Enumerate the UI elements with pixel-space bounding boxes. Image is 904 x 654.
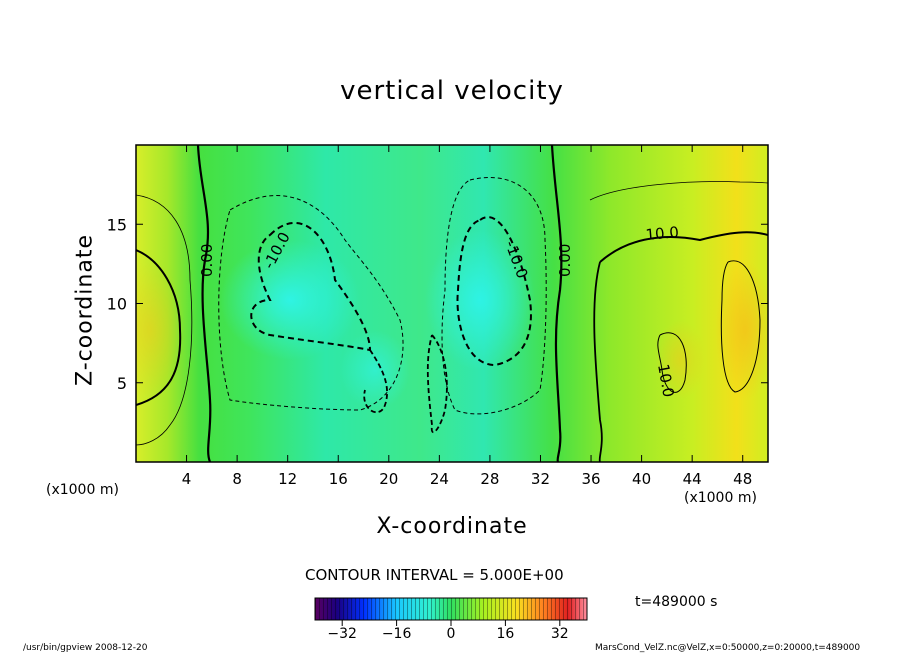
contour-label-4: 10.0 [645,223,680,244]
colorbar-tick-label: −32 [327,626,357,642]
y-tick-label: 5 [117,374,127,393]
contour-label-5: 10.0 [654,363,678,399]
x-unit-right: (x1000 m) [684,490,757,506]
colorbar-tick-label: 16 [496,626,514,642]
x-axis: 4 8 12 16 20 24 28 32 36 40 44 48 [182,145,752,488]
colorbar-ticks: −32 −16 0 16 32 [327,620,569,642]
colorbar-tick-label: −16 [382,626,412,642]
x-tick-label: 48 [733,470,752,488]
contour-interval-text: CONTOUR INTERVAL = 5.000E+00 [305,566,564,584]
x-tick-label: 40 [632,470,651,488]
contour-label-0: 0.00 [198,244,216,277]
x-tick-label: 36 [581,470,600,488]
x-tick-label: 12 [278,470,297,488]
y-tick-label: 15 [107,215,127,234]
x-tick-label: 32 [531,470,550,488]
chart-title: vertical velocity [340,76,564,106]
contour-label-3: 0.00 [556,244,574,277]
x-tick-label: 4 [182,470,192,488]
x-unit-left: (x1000 m) [46,482,119,498]
footer-right: MarsCond_VelZ.nc@VelZ,x=0:50000,z=0:2000… [595,643,861,653]
colorbar-tick-label: 32 [551,626,569,642]
contour-lines [136,145,768,462]
x-axis-label: X-coordinate [376,514,528,539]
y-axis-label: Z-coordinate [72,234,98,386]
heatmap-field [136,145,768,462]
footer-left: /usr/bin/gpview 2008-12-20 [23,643,148,653]
x-tick-label: 20 [379,470,398,488]
y-tick-label: 10 [107,295,127,314]
x-tick-label: 24 [430,470,449,488]
x-tick-label: 44 [683,470,702,488]
x-tick-label: 28 [480,470,499,488]
colorbar-stripes [315,598,587,620]
time-label: t=489000 s [635,594,718,610]
colorbar-tick-label: 0 [447,626,456,642]
y-axis: 5 10 15 [107,215,768,393]
x-tick-label: 16 [329,470,348,488]
x-tick-label: 8 [232,470,242,488]
